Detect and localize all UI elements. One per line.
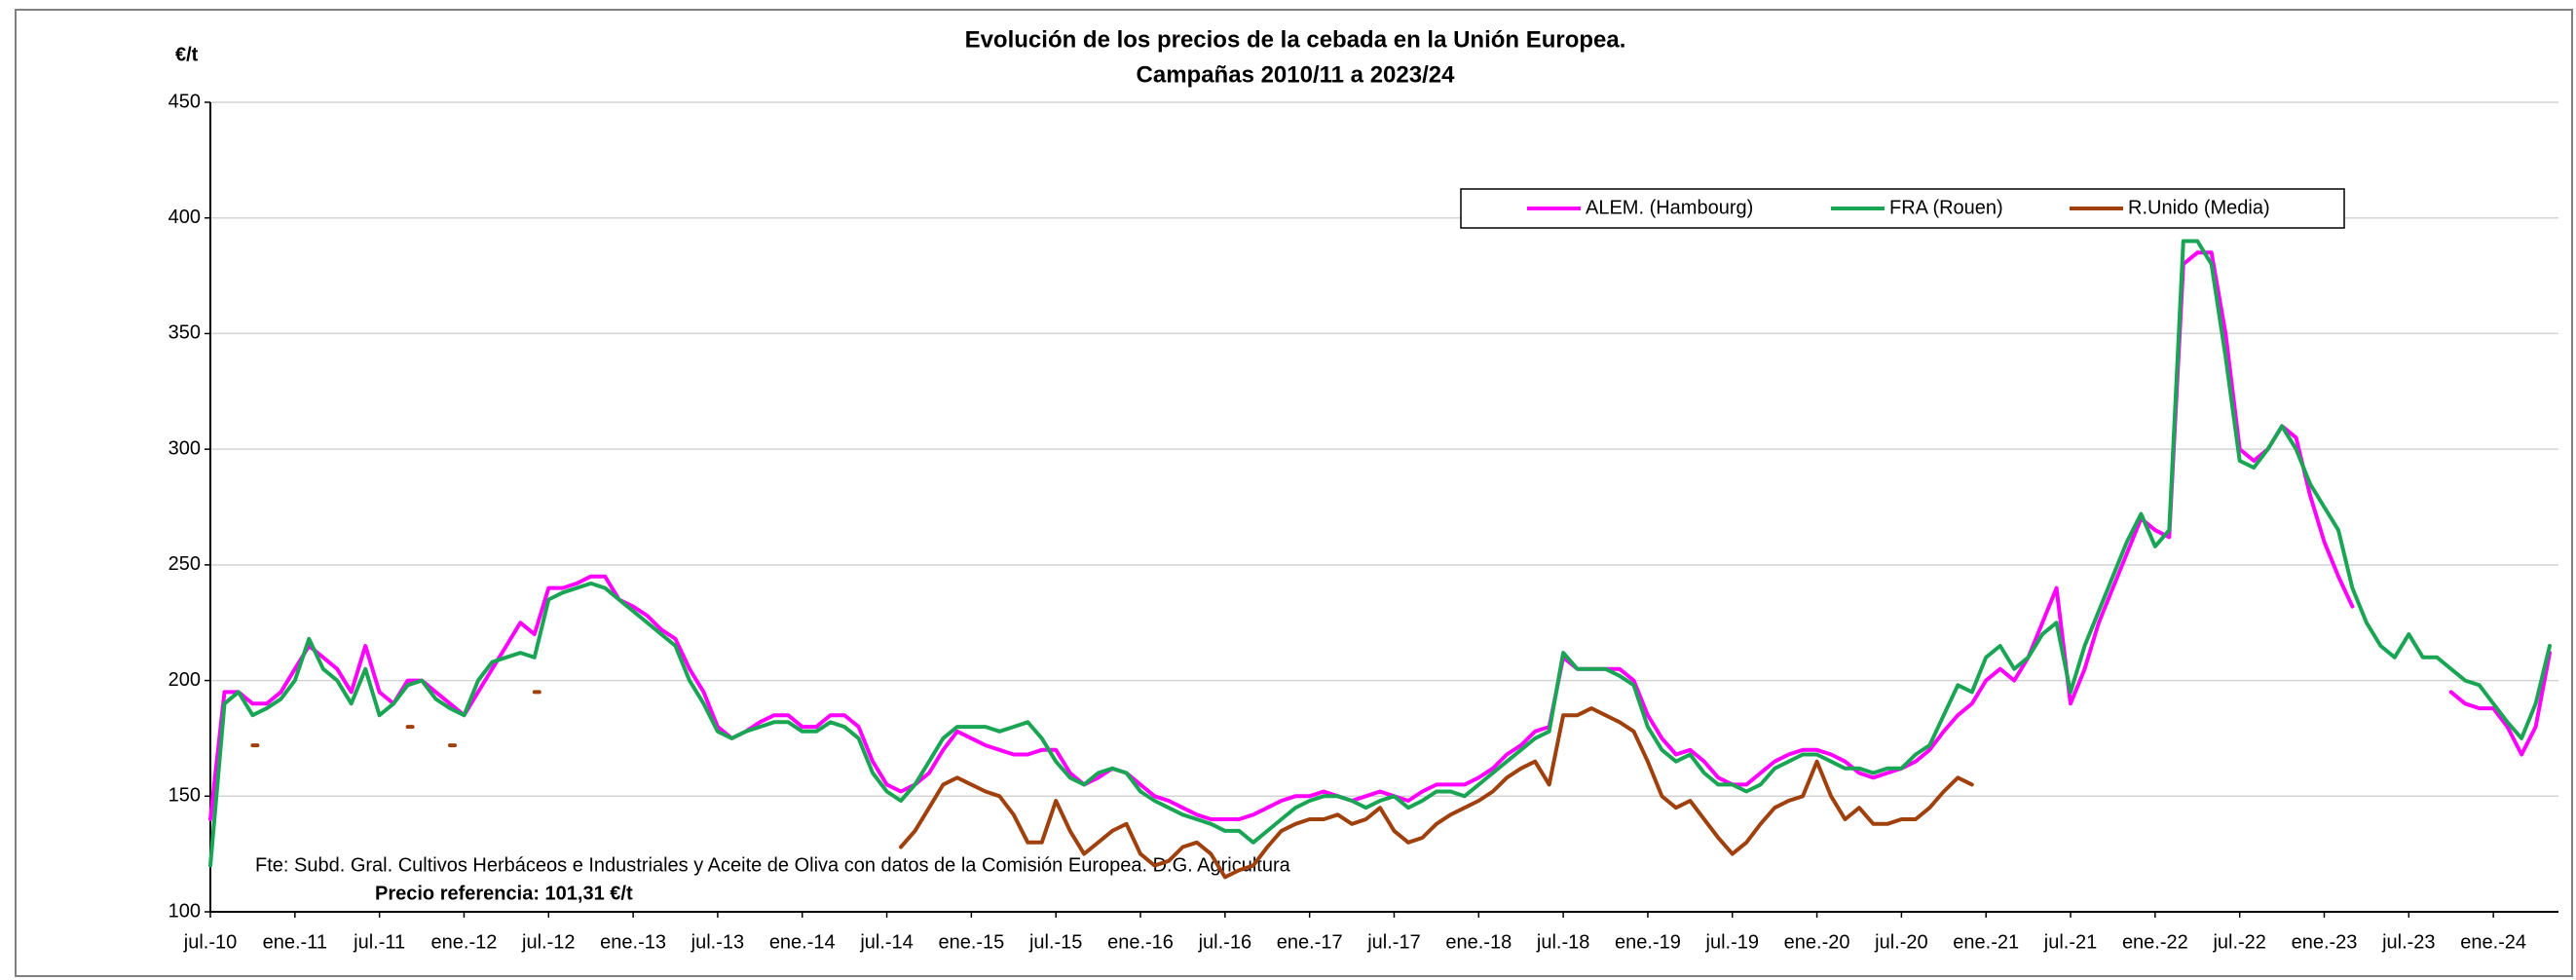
y-tick-label: 450 xyxy=(168,91,201,112)
x-tick-label: ene.-20 xyxy=(1784,931,1850,953)
x-tick-label: jul.-22 xyxy=(2212,931,2265,953)
chart-subtitle: Campañas 2010/11 a 2023/24 xyxy=(1137,61,1456,88)
x-tick-label: jul.-13 xyxy=(691,931,744,953)
y-tick-label: 300 xyxy=(168,437,201,459)
y-tick-label: 200 xyxy=(168,669,201,691)
x-tick-label: ene.-16 xyxy=(1107,931,1174,953)
x-tick-label: jul.-11 xyxy=(353,931,405,953)
legend-label: FRA (Rouen) xyxy=(1889,197,2003,218)
y-tick-label: 150 xyxy=(168,785,201,807)
x-tick-label: ene.-12 xyxy=(431,931,498,953)
x-tick-label: ene.-23 xyxy=(2292,931,2358,953)
x-tick-label: jul.-20 xyxy=(1874,931,1927,953)
x-tick-label: jul.-10 xyxy=(183,931,237,953)
x-tick-label: jul.-18 xyxy=(1536,931,1589,953)
y-tick-label: 350 xyxy=(168,322,201,344)
x-tick-label: ene.-17 xyxy=(1277,931,1343,953)
x-tick-label: jul.-23 xyxy=(2381,931,2435,953)
chart-title: Evolución de los precios de la cebada en… xyxy=(965,26,1626,53)
y-axis-label: €/t xyxy=(175,44,199,65)
x-tick-label: ene.-22 xyxy=(2122,931,2188,953)
x-tick-label: ene.-13 xyxy=(600,931,666,953)
reference-price: Precio referencia: 101,31 €/t xyxy=(375,883,633,904)
y-tick-label: 400 xyxy=(168,207,201,228)
x-tick-label: ene.-14 xyxy=(769,931,836,953)
x-tick-label: jul.-15 xyxy=(1028,931,1082,953)
source-note: Fte: Subd. Gral. Cultivos Herbáceos e In… xyxy=(255,854,1291,876)
x-tick-label: ene.-18 xyxy=(1445,931,1512,953)
x-tick-label: ene.-24 xyxy=(2460,931,2526,953)
x-tick-label: ene.-21 xyxy=(1953,931,2019,953)
y-tick-label: 100 xyxy=(168,900,201,922)
legend-label: R.Unido (Media) xyxy=(2128,197,2270,218)
x-tick-label: ene.-11 xyxy=(263,931,327,953)
series-line xyxy=(208,250,2552,821)
x-tick-label: jul.-16 xyxy=(1198,931,1251,953)
x-tick-label: jul.-12 xyxy=(521,931,575,953)
x-tick-label: ene.-19 xyxy=(1615,931,1681,953)
x-tick-label: jul.-14 xyxy=(859,931,913,953)
x-tick-label: jul.-21 xyxy=(2043,931,2097,953)
legend-label: ALEM. (Hambourg) xyxy=(1586,197,1753,218)
x-tick-label: jul.-17 xyxy=(1366,931,1420,953)
chart-frame xyxy=(15,9,2573,977)
x-tick-label: ene.-15 xyxy=(938,931,1004,953)
series-line xyxy=(250,690,1974,880)
x-tick-label: jul.-19 xyxy=(1705,931,1759,953)
y-tick-label: 250 xyxy=(168,553,201,575)
series-line xyxy=(208,239,2552,868)
legend-box xyxy=(1460,188,2345,229)
